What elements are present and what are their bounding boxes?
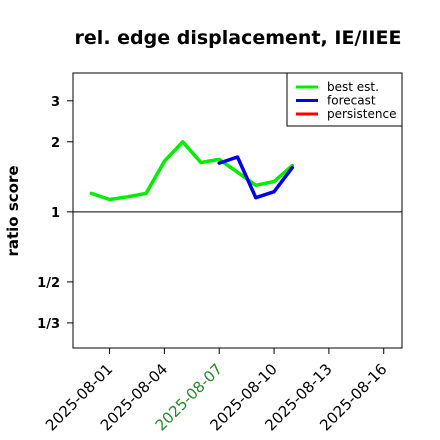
y-tick-label: 2: [51, 136, 60, 151]
data-point: [181, 140, 184, 143]
data-point: [236, 171, 239, 174]
series-line: [89, 140, 295, 202]
data-point: [199, 161, 202, 164]
y-tick-label: 1/2: [37, 276, 60, 291]
legend-label: forecast: [327, 94, 376, 108]
series-layer: [89, 140, 295, 202]
data-point: [273, 190, 276, 193]
data-point: [163, 160, 166, 163]
legend-label: best est.: [327, 80, 379, 94]
data-point: [291, 166, 294, 169]
data-point: [236, 156, 239, 159]
data-point: [218, 158, 221, 161]
chart-title: rel. edge displacement, IE/IIEE: [75, 27, 402, 49]
x-axis: 2025-08-012025-08-042025-08-072025-08-10…: [42, 348, 391, 434]
data-point: [218, 162, 221, 165]
y-tick-label: 1: [51, 206, 60, 221]
data-point: [254, 184, 257, 187]
series-forecast: [217, 155, 295, 200]
series-best-est-: [89, 140, 295, 202]
legend-label: persistence: [327, 107, 396, 121]
y-axis-label: ratio score: [4, 165, 22, 256]
y-tick-label: 3: [51, 95, 60, 110]
data-point: [145, 192, 148, 195]
data-point: [108, 198, 111, 201]
y-axis: 3 2 1 1/2 1/3: [37, 95, 73, 332]
plot-frame: [72, 72, 403, 349]
data-point: [126, 195, 129, 198]
y-tick-label: 1/3: [37, 317, 60, 332]
data-point: [273, 180, 276, 183]
data-point: [254, 196, 257, 199]
data-point: [90, 192, 93, 195]
